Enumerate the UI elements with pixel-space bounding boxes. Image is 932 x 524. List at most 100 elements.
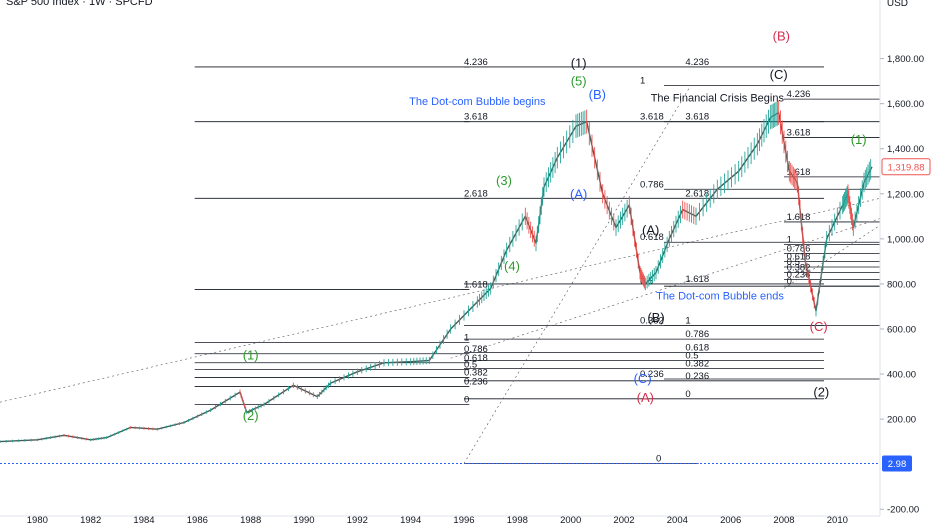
time-tick-label: 1984 (133, 515, 154, 524)
time-tick-label: 1986 (187, 515, 208, 524)
fib-level-label: 3.618 (640, 112, 664, 123)
wave-label: (C) (634, 371, 652, 386)
fib-level-label: 2.618 (685, 188, 709, 199)
last-price-label: 1,319.88 (888, 162, 925, 173)
price-series-layer (0, 100, 873, 443)
annotation-text: The Dot-com Bubble ends (656, 291, 784, 303)
wave-label: (A) (570, 186, 587, 201)
price-tick-label: 1,800.00 (887, 54, 924, 65)
fib-level-label: 0 (656, 453, 661, 464)
wave-label: (A) (642, 222, 659, 237)
fib-level-label: 4.236 (787, 89, 811, 100)
currency-label: USD (886, 0, 908, 9)
fib-level-label: 3.618 (685, 112, 709, 123)
fib-lines-layer: 4.2363.6182.6181.61810.7860.6180.50.3820… (0, 57, 880, 464)
fib-level-label: 4.236 (685, 57, 709, 68)
fib-level-label: 1.618 (787, 212, 811, 223)
fib-level-label: 0.786 (787, 243, 811, 254)
time-tick-label: 1988 (240, 515, 261, 524)
annotation-text: The Financial Crisis Begins (651, 92, 785, 104)
dashed-trendline (450, 218, 881, 359)
time-tick-label: 1982 (80, 515, 101, 524)
fib-level-label: 0.382 (464, 367, 488, 378)
fib-level-label: 0 (464, 394, 469, 405)
fib-level-label: 0.618 (787, 251, 811, 262)
fib-level-label: 1.618 (464, 280, 488, 291)
time-tick-label: 2008 (773, 515, 794, 524)
time-tick-label: 2006 (720, 515, 741, 524)
price-tick-label: 1,400.00 (887, 144, 924, 155)
time-tick-label: 2004 (667, 515, 688, 524)
wave-label: (2) (813, 385, 829, 400)
wave-label: (3) (496, 173, 512, 188)
last-price-badge (881, 158, 931, 176)
wave-label: (B) (647, 310, 664, 325)
fib-level-label: 0.618 (640, 232, 664, 243)
fib-level-label: 1 (464, 332, 469, 343)
fib-level-label: 0.382 (685, 358, 709, 369)
wave-label: (C) (770, 67, 788, 82)
price-tick-label: 400.00 (887, 370, 916, 381)
fib-level-label: 0.382 (640, 316, 664, 327)
wave-label: (1) (243, 347, 259, 362)
fib-level-label: 1 (787, 234, 792, 245)
dashed-trendline (463, 85, 691, 464)
wave-label: (B) (589, 87, 606, 102)
time-tick-label: 1996 (453, 515, 474, 524)
trendlines-layer (0, 85, 881, 464)
annotation-layer: (1) (2) (3) (4) (5) (1) (B) (A) (C) (A) (A) (B) (B) (… (243, 29, 867, 424)
fib-level-label: 0.786 (685, 329, 709, 340)
fib-level-label: 0 (787, 276, 792, 287)
fib-level-label: 4.236 (464, 57, 488, 68)
fib-level-label: 0.618 (464, 353, 488, 364)
time-tick-label: 1992 (347, 515, 368, 524)
dashed-trendline (783, 225, 881, 289)
chart-title: S&P 500 Index · 1W · SPCFD (6, 0, 153, 8)
price-line (0, 112, 873, 443)
time-tick-label: 2002 (613, 515, 634, 524)
fib-level-label: 3.618 (787, 127, 811, 138)
time-tick-label: 1990 (293, 515, 314, 524)
fib-level-label: 1.618 (685, 274, 709, 285)
fib-level-label: 0.5 (464, 360, 477, 371)
time-tick-label: 1980 (27, 515, 48, 524)
fib-level-label: 0.236 (787, 269, 811, 280)
fib-level-label: 1 (640, 76, 645, 87)
wave-label: (5) (571, 74, 587, 89)
fib-level-label: 0.618 (685, 343, 709, 354)
wave-label: (2) (243, 408, 259, 423)
zero-price-label: 2.98 (888, 459, 907, 470)
time-tick-label: 1998 (507, 515, 528, 524)
price-tick-label: 600.00 (887, 324, 916, 335)
wave-label: (4) (504, 258, 520, 273)
price-tick-label: 1,000.00 (887, 234, 924, 245)
fib-level-label: 0.786 (640, 179, 664, 190)
fib-level-label: 0.5 (685, 351, 698, 362)
fib-level-label: 0.236 (640, 369, 664, 380)
fib-level-label: 2.618 (464, 188, 488, 199)
wave-label: (A) (637, 390, 654, 405)
fib-level-label: 0.786 (464, 344, 488, 355)
fib-level-label: 0.236 (685, 371, 709, 382)
fib-level-label: 0.382 (787, 263, 811, 274)
wave-label: (1) (851, 132, 867, 147)
price-tick-label: 1,200.00 (887, 189, 924, 200)
price-axis-bg (880, 0, 932, 524)
time-tick-label: 1994 (400, 515, 421, 524)
fib-level-label: 0.236 (464, 376, 488, 387)
price-tick-label: 200.00 (887, 415, 916, 426)
time-tick-label: 2000 (560, 515, 581, 524)
fib-level-label: 1 (685, 316, 690, 327)
wave-label: (B) (773, 29, 790, 44)
dashed-trendline (0, 197, 881, 403)
fib-level-label: 3.618 (464, 112, 488, 123)
price-tick-label: 800.00 (887, 279, 916, 290)
wave-label: (1) (571, 56, 587, 71)
fib-level-label: 0.5 (787, 257, 800, 268)
price-tick-label: -200.00 (887, 505, 919, 516)
time-tick-label: 2010 (827, 515, 848, 524)
fib-level-label: 0 (685, 389, 690, 400)
fib-level-label: 1.618 (787, 167, 811, 178)
